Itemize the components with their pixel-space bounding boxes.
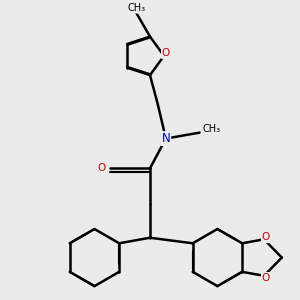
Text: O: O	[98, 163, 106, 173]
Text: CH₃: CH₃	[128, 3, 146, 13]
Text: N: N	[161, 132, 170, 145]
Text: O: O	[262, 273, 270, 283]
Text: CH₃: CH₃	[202, 124, 220, 134]
Text: O: O	[162, 48, 170, 58]
Text: O: O	[262, 232, 270, 242]
